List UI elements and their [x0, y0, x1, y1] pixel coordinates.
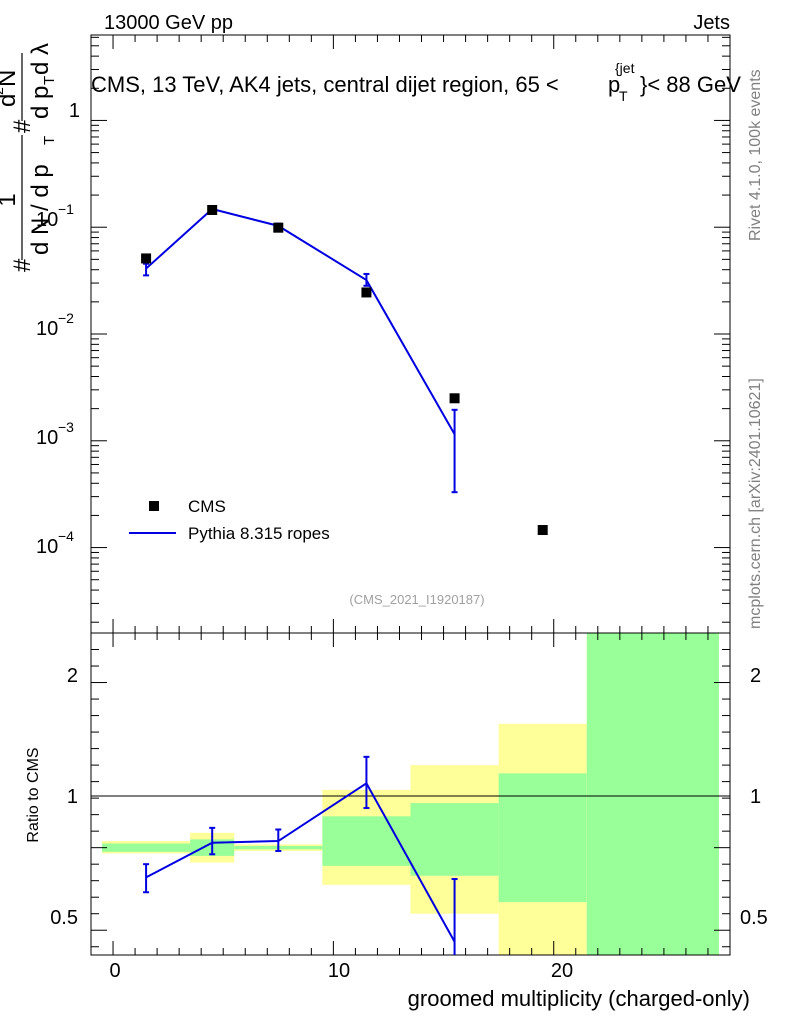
main-y-tick-labels: 1 10 −1 10 −2 10 −3 10 −4 [36, 100, 80, 558]
ylabel-hash-left: # [9, 258, 36, 272]
y-tick-label-1e-1: 10 [36, 209, 58, 231]
ratio-y-tick-2-right: 2 [750, 665, 761, 687]
title-pt: p [608, 72, 620, 97]
ylabel-N: N [0, 70, 21, 87]
ratio-y-tick-05-left: 0.5 [50, 907, 78, 929]
ratio-y-tick-05-right: 0.5 [740, 907, 768, 929]
band-green-4 [410, 803, 499, 876]
y-tick-label-1e-2: 10 [36, 318, 58, 340]
ratio-y-tick-1-left: 1 [67, 786, 78, 808]
main-y-axis-title: # 1 d N / d p T # d 2 N d p T d λ [0, 43, 58, 272]
band-green-5 [498, 773, 587, 903]
cms-point-0 [141, 253, 152, 264]
band-green-0 [102, 843, 191, 852]
title-sup: {jet [615, 60, 635, 76]
y-tick-exp-1e-1: −1 [58, 201, 74, 217]
title-sub: T [619, 88, 628, 104]
x-tick-0: 0 [109, 960, 120, 982]
header-left: 13000 GeV pp [104, 12, 233, 34]
ylabel-T: T [41, 136, 58, 145]
axis-ticks [90, 35, 730, 955]
ylabel-d2: d [0, 94, 21, 107]
plot-title: CMS, 13 TeV, AK4 jets, central dijet reg… [91, 60, 741, 104]
ylabel-one: 1 [0, 193, 21, 206]
ylabel-dN: d N / d p [27, 164, 54, 255]
x-tick-20: 20 [551, 960, 573, 982]
cms-point-5 [537, 525, 548, 536]
legend: CMS Pythia 8.315 ropes [129, 497, 330, 543]
y-tick-exp-1e-4: −4 [58, 528, 74, 544]
ylabel-two: 2 [0, 87, 6, 95]
y-tick-exp-1e-2: −2 [58, 310, 74, 326]
y-tick-label-1e-4: 10 [36, 536, 58, 558]
y-tick-exp-1e-3: −3 [58, 419, 74, 435]
y-tick-label-1e-3: 10 [36, 427, 58, 449]
x-tick-labels: 0 10 20 [109, 960, 573, 982]
cms-point-1 [207, 204, 218, 215]
title-prefix: CMS, 13 TeV, AK4 jets, central dijet reg… [91, 72, 559, 97]
title-suffix: }< 88 GeV [640, 72, 741, 97]
side-label-top: Rivet 4.1.0, 100k events [747, 69, 764, 241]
ratio-y-tick-2-left: 2 [67, 665, 78, 687]
cms-point-3 [361, 287, 372, 298]
ratio-plot-frame [90, 632, 731, 956]
ylabel-hash-mid: # [9, 119, 36, 133]
band-green-3 [322, 816, 411, 866]
header-right: Jets [693, 12, 730, 34]
side-label-bottom: mcplots.cern.ch [arXiv:2401.10621] [747, 378, 764, 629]
legend-marker-cms [149, 501, 159, 511]
cms-point-4 [449, 393, 460, 404]
ratio-bands [102, 633, 719, 955]
x-tick-10: 10 [328, 960, 350, 982]
main-data-layer [141, 204, 548, 536]
x-axis-title: groomed multiplicity (charged-only) [408, 986, 750, 1011]
band-green-6 [586, 633, 719, 955]
ratio-y-tick-labels: 2 1 0.5 2 1 0.5 [50, 665, 768, 929]
ratio-data-layer [143, 755, 458, 955]
legend-label-pythia: Pythia 8.315 ropes [188, 524, 330, 543]
ylabel-dpT-dl: d p [27, 86, 54, 119]
cms-point-2 [273, 222, 284, 233]
ratio-y-axis-title: Ratio to CMS [25, 747, 42, 842]
ylabel-T2: T [41, 76, 58, 85]
ratio-y-tick-1-right: 1 [750, 786, 761, 808]
y-tick-label-1: 1 [69, 100, 80, 122]
legend-label-cms: CMS [188, 497, 226, 516]
analysis-label: (CMS_2021_I1920187) [349, 592, 484, 607]
ylabel-dlambda: d λ [27, 43, 54, 75]
